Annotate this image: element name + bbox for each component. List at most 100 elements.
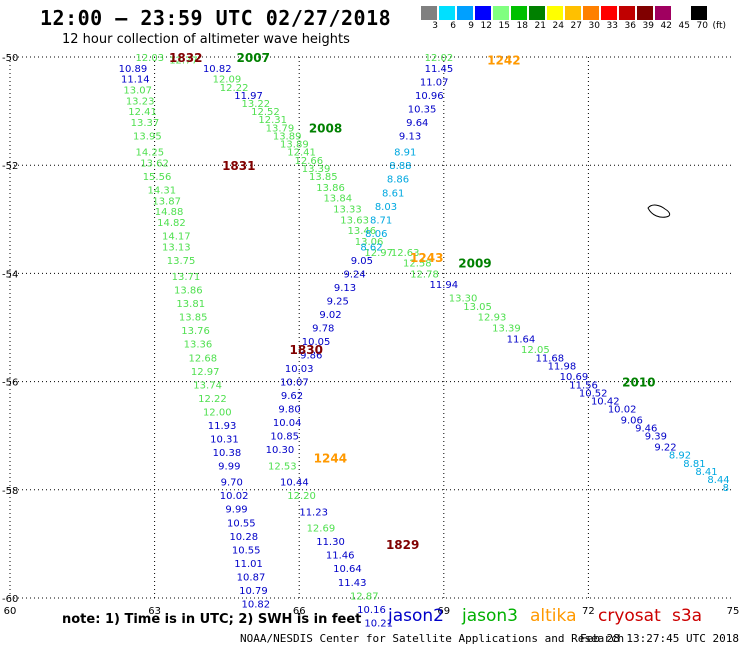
- scale-swatch: [528, 5, 546, 21]
- data-label-jason2: 10.44: [280, 478, 309, 489]
- scale-swatch: [438, 5, 456, 21]
- data-label-jason2: 10.07: [280, 378, 309, 389]
- data-label-jason2: 10.35: [408, 104, 437, 115]
- data-label-cryosat: 13.62: [140, 158, 169, 169]
- data-label-jason2: 11.30: [316, 537, 345, 548]
- data-label-jason3: 11.64: [507, 334, 536, 345]
- data-label-cryosat: 13.86: [174, 286, 203, 297]
- time-label: 2009: [458, 257, 491, 271]
- scale-label: 9: [468, 21, 474, 31]
- data-label-jason2: 10.64: [333, 564, 362, 575]
- data-label-cryosat: 10.79: [239, 586, 268, 597]
- scale-swatch: [546, 5, 564, 21]
- scale-swatch: [456, 5, 474, 21]
- scale-label: 12: [480, 21, 492, 31]
- data-label-jason2: 9.13: [399, 131, 421, 142]
- scale-label: 70: [696, 21, 708, 31]
- data-label-jason2: 8.91: [394, 148, 416, 159]
- time-label: 1832: [169, 51, 202, 65]
- scale-swatch: [600, 5, 618, 21]
- data-label-jason3: 10.82: [203, 64, 232, 75]
- scale-swatch: [564, 5, 582, 21]
- data-label-jason2: 9.24: [343, 269, 365, 280]
- data-label-jason2: 8.62: [360, 242, 382, 253]
- data-label-cryosat: 15.56: [143, 172, 172, 183]
- data-label-jason2: 9.05: [351, 256, 373, 267]
- scale-swatch: [420, 5, 438, 21]
- data-label-jason2: 11.23: [299, 507, 328, 518]
- credit-text: NOAA/NESDIS Center for Satellite Applica…: [240, 632, 625, 645]
- data-label-cryosat: 13.74: [193, 380, 222, 391]
- scale-label: 15: [498, 21, 510, 31]
- data-label-jason2: 11.07: [420, 77, 449, 88]
- data-label-jason2: 10.96: [415, 91, 444, 102]
- data-label-jason2: 11.43: [338, 578, 367, 589]
- time-label: 1831: [222, 159, 255, 173]
- data-label-cryosat: 10.55: [232, 545, 261, 556]
- scale-swatch: [636, 5, 654, 21]
- data-label-jason2: 9.86: [300, 351, 322, 362]
- data-label-jason3: 12.58: [403, 259, 432, 270]
- data-label-cryosat: 13.23: [126, 96, 155, 107]
- data-label-jason3: 13.85: [309, 172, 338, 183]
- scale-label: 30: [588, 21, 600, 31]
- x-tick-label: 60: [4, 606, 17, 617]
- data-label-jason3: 12.05: [521, 345, 550, 356]
- data-label-jason3: 10.42: [591, 397, 620, 408]
- scale-label: 18: [516, 21, 528, 31]
- x-tick-label: 69: [437, 606, 450, 617]
- data-label-jason2: 10.21: [364, 618, 393, 629]
- data-label-cryosat: 10.89: [119, 64, 148, 75]
- data-label-jason3: 13.46: [348, 226, 377, 237]
- data-label-jason3: 13.06: [355, 237, 384, 248]
- data-label-jason2: 8.61: [382, 188, 404, 199]
- time-label: 1244: [314, 451, 347, 465]
- data-label-jason3: 13.39: [492, 324, 521, 335]
- scale-swatch: [492, 5, 510, 21]
- scale-swatch: [654, 5, 672, 21]
- x-tick-label: 75: [727, 606, 740, 617]
- data-label-jason2: 12.02: [425, 53, 454, 64]
- scale-swatch: [510, 5, 528, 21]
- data-label-jason3: 13.05: [463, 302, 492, 313]
- legend-item-cryosat: cryosat: [598, 606, 661, 626]
- data-label-jason3: 13.79: [266, 123, 295, 134]
- data-label-jason3: 11.97: [234, 91, 263, 102]
- data-label-jason2: 12.69: [307, 524, 336, 535]
- data-label-jason3: 12.41: [287, 148, 316, 159]
- color-scale: 3 6 9 12 15 18 21 24 27 30 33 36 39 42 45 70 (ft): [420, 5, 726, 31]
- data-label-jason2: 10.05: [302, 337, 331, 348]
- page-title: 12:00 – 23:59 UTC 02/27/2018: [40, 6, 392, 30]
- data-label-jason3: 12.93: [478, 313, 507, 324]
- data-label-jason3: 13.30: [449, 294, 478, 305]
- data-label-jason3: 9.22: [654, 443, 676, 454]
- data-label-jason2: 10.30: [266, 445, 295, 456]
- time-label: 1830: [290, 343, 323, 357]
- data-label-cryosat: 9.70: [221, 478, 243, 489]
- data-label-cryosat: 9.99: [225, 505, 247, 516]
- data-label-cryosat: 14.31: [148, 186, 177, 197]
- data-label-cryosat: 13.95: [133, 131, 162, 142]
- time-label: 1243: [410, 251, 443, 265]
- scale-label: 21: [534, 21, 546, 31]
- legend-item-altika: altika: [530, 606, 577, 626]
- data-label-cryosat: 13.36: [184, 340, 213, 351]
- scale-label: 3: [432, 21, 438, 31]
- data-label-cryosat: 13.07: [123, 85, 152, 96]
- data-label-jason3: 13.22: [241, 99, 270, 110]
- data-label-cryosat: 14.82: [157, 218, 186, 229]
- legend-item-s3a: s3a: [672, 606, 703, 626]
- data-label-cryosat: 10.31: [210, 434, 239, 445]
- data-label-jason2: 12.87: [350, 591, 379, 602]
- data-label-cryosat: 10.55: [227, 518, 256, 529]
- time-label: 2008: [309, 121, 342, 135]
- data-label-jason2: 11.45: [425, 64, 454, 75]
- scale-label: 27: [570, 21, 582, 31]
- scale-swatch: [672, 5, 690, 21]
- scale-label: 39: [642, 21, 654, 31]
- data-label-jason3: 12.78: [410, 269, 439, 280]
- data-label-jason3: 12.63: [391, 248, 420, 259]
- scale-label: 24: [552, 21, 564, 31]
- data-label-jason3: 10.52: [579, 388, 608, 399]
- data-label-cryosat: 10.28: [229, 532, 258, 543]
